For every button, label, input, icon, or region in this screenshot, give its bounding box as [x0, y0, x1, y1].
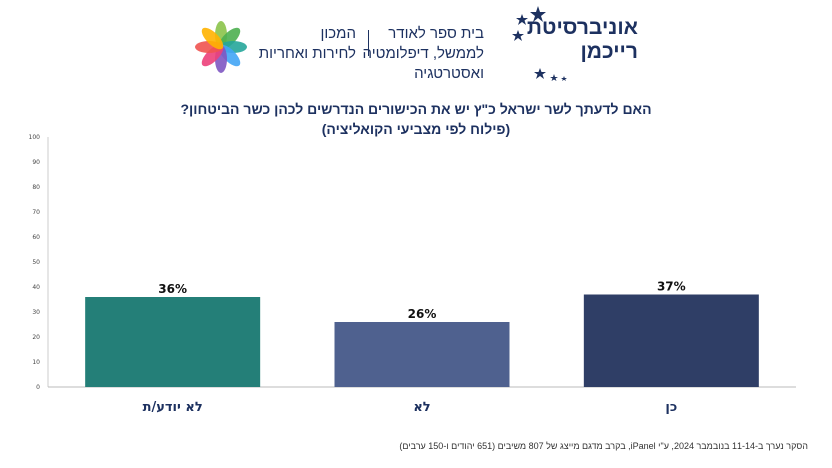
star-icon	[534, 68, 546, 79]
university-stars-logo	[512, 6, 567, 81]
bar	[583, 294, 759, 387]
survey-footnote: הסקר נערך ב-11-14 בנובמבר 2024, ע"י iPan…	[399, 441, 808, 451]
category-label: לא יודע/ת	[143, 400, 203, 415]
university-name: אוניברסיטת רייכמן	[508, 16, 638, 64]
petal-icon	[201, 27, 224, 50]
chart-subtitle: (פילוח לפי מצביעי הקואליציה)	[321, 121, 511, 137]
y-tick-label: 90	[32, 159, 40, 166]
school-name-line3: ואסטרטגיה	[414, 65, 484, 82]
star-icon	[516, 14, 528, 25]
institute-flower-logo	[195, 21, 247, 73]
bar	[85, 297, 261, 387]
category-label: כן	[665, 400, 677, 415]
bar-value-label: 37%	[657, 280, 686, 294]
star-icon	[550, 74, 558, 81]
university-name-line2: רייכמן	[580, 40, 638, 63]
y-tick-label: 20	[32, 334, 40, 341]
star-icon	[561, 76, 567, 81]
school-name-line1: בית ספר לאודר	[388, 25, 484, 42]
bar-value-labels: 36% 26% 37%	[158, 280, 685, 322]
y-tick-label: 60	[32, 234, 40, 241]
y-tick-label: 0	[36, 384, 40, 391]
school-name: בית ספר לאודר לממשל, דיפלומטיה ואסטרטגיה	[314, 24, 484, 84]
y-tick-label: 80	[32, 184, 40, 191]
star-icon	[530, 6, 546, 22]
institute-name-line2: לחירות ואחריות	[258, 45, 356, 62]
school-name-line2: לממשל, דיפלומטיה	[362, 45, 484, 62]
star-icon	[512, 30, 524, 41]
bar-value-label: 26%	[408, 307, 437, 321]
y-tick-label: 30	[32, 309, 40, 316]
bar	[334, 322, 510, 387]
bar-value-label: 36%	[158, 282, 187, 296]
institute-name: המכון לחירות ואחריות	[252, 24, 356, 64]
y-tick-label: 40	[32, 284, 40, 291]
y-tick-label: 100	[29, 134, 41, 141]
header-divider	[368, 30, 369, 56]
category-label: לא	[413, 400, 430, 415]
bars	[85, 294, 759, 387]
y-tick-label: 50	[32, 259, 40, 266]
chart-title: האם לדעתך לשר ישראל כ"ץ יש את הכישורים ה…	[180, 101, 652, 117]
category-labels: לא יודע/ת לא כן	[143, 400, 678, 415]
y-axis-ticks: 0 10 20 30 40 50 60 70 80 90 100	[29, 134, 41, 391]
institute-name-line1: המכון	[320, 25, 356, 42]
y-tick-label: 70	[32, 209, 40, 216]
university-name-line1: אוניברסיטת	[526, 16, 638, 39]
y-tick-label: 10	[32, 359, 40, 366]
